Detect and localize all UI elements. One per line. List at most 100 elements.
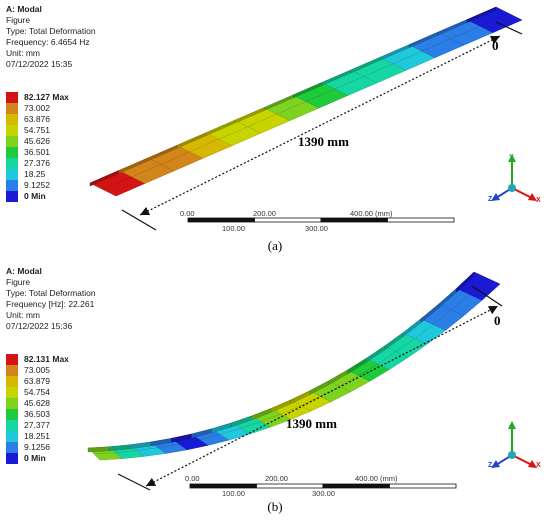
legend-swatch (6, 442, 18, 453)
info-line: Unit: mm (6, 48, 40, 58)
end-label: 0 (492, 38, 499, 53)
caption: (b) (267, 499, 283, 514)
legend-swatch (6, 114, 18, 125)
dimension-label: 1390 mm (298, 134, 349, 149)
legend-swatch (6, 453, 18, 464)
axis-z-label: Z (488, 462, 493, 469)
axis-x-label: X (536, 462, 541, 469)
info-line: Figure (6, 15, 31, 25)
extension-line (495, 21, 523, 35)
scale-bar-segment (389, 483, 457, 489)
legend-item: 63.879 (6, 376, 96, 387)
legend-item: 36.503 (6, 409, 96, 420)
axis-z-arrowhead (491, 193, 500, 201)
info-line: 07/12/2022 15:35 (6, 59, 73, 69)
axis-y-arrowhead (508, 421, 516, 429)
legend-swatch (6, 158, 18, 169)
panel-b: A: Modal Figure Type: Total Deformation … (0, 262, 550, 521)
end-label: 0 (494, 313, 501, 328)
legend-swatch (6, 398, 18, 409)
legend-item: 82.131 Max (6, 354, 96, 365)
legend-swatch (6, 103, 18, 114)
axis-y-arrowhead (508, 154, 516, 162)
legend-swatch (6, 92, 18, 103)
scale-label: 0.00 (180, 209, 195, 218)
legend-item: 36.501 (6, 147, 96, 158)
axis-origin (508, 451, 516, 459)
axis-x-arrowhead (528, 193, 537, 201)
legend-item: 18.25 (6, 169, 96, 180)
legend-item: 27.377 (6, 420, 96, 431)
legend-item: 9.1256 (6, 442, 96, 453)
color-legend-b: 82.131 Max 73.005 63.879 54.754 45.628 3… (6, 354, 96, 466)
beam-side-face (456, 271, 475, 293)
scale-bar-segment (254, 217, 322, 223)
dimension-arrowhead (140, 206, 151, 216)
caption: (a) (267, 238, 283, 253)
scale-label: 200.00 (253, 209, 276, 218)
legend-item: 73.002 (6, 103, 96, 114)
beam-element (468, 277, 501, 301)
extension-line (121, 209, 157, 231)
info-block-a: A: Modal Figure Type: Total Deformation … (6, 4, 96, 70)
legend-swatch (6, 354, 18, 365)
legend-swatch (6, 431, 18, 442)
axis-y-label: Y (509, 425, 514, 432)
legend-item: 0 Min (6, 453, 96, 464)
legend-swatch (6, 365, 18, 376)
color-legend-a: 82.127 Max 73.002 63.876 54.751 45.626 3… (6, 92, 96, 204)
legend-swatch (6, 180, 18, 191)
legend-item: 45.626 (6, 136, 96, 147)
info-line: Type: Total Deformation (6, 26, 96, 36)
axis-y-label: Y (509, 154, 514, 161)
legend-item: 27.376 (6, 158, 96, 169)
legend-item: 73.005 (6, 365, 96, 376)
legend-swatch (6, 125, 18, 136)
axis-x-arrowhead (528, 460, 537, 468)
dimension-arrowhead (146, 477, 157, 486)
legend-item: 9.1252 (6, 180, 96, 191)
info-line: Frequency [Hz]: 22.261 (6, 299, 95, 309)
analysis-title: A: Modal (6, 4, 42, 14)
legend-item: 54.754 (6, 387, 96, 398)
legend-swatch (6, 147, 18, 158)
scale-label: 300.00 (312, 489, 335, 498)
info-line: Frequency: 6.4654 Hz (6, 37, 90, 47)
scale-label: 400.00 (mm) (355, 474, 398, 483)
analysis-title: A: Modal (6, 266, 42, 276)
scale-label: 400.00 (mm) (350, 209, 393, 218)
beam-element (479, 13, 523, 33)
dimension-arrowhead (489, 35, 500, 45)
legend-swatch (6, 420, 18, 431)
legend-item: 54.751 (6, 125, 96, 136)
legend-item: 63.876 (6, 114, 96, 125)
beam-render-a (89, 6, 537, 231)
dimension-label: 1390 mm (286, 416, 337, 431)
scale-bar-segment (187, 217, 255, 223)
info-line: Type: Total Deformation (6, 288, 96, 298)
scale-bar-segment (320, 217, 388, 223)
scale-bar-segment (189, 483, 257, 489)
legend-item: 45.628 (6, 398, 96, 409)
panel-a: A: Modal Figure Type: Total Deformation … (6, 4, 541, 253)
axis-z-label: Z (488, 196, 493, 203)
legend-swatch (6, 191, 18, 202)
scale-label: 0.00 (185, 474, 200, 483)
legend-swatch (6, 376, 18, 387)
axis-x-label: X (536, 197, 541, 204)
scale-bar-segment (387, 217, 455, 223)
dimension-line (145, 305, 499, 487)
axis-origin (508, 184, 516, 192)
axis-z-arrowhead (491, 460, 500, 468)
beam-render-b (87, 271, 537, 491)
scale-label: 200.00 (265, 474, 288, 483)
scale-label: 100.00 (222, 224, 245, 233)
extension-line (471, 285, 503, 307)
beam-side-face (466, 6, 497, 23)
legend-swatch (6, 387, 18, 398)
dimension-arrowhead (487, 306, 498, 315)
scale-label: 100.00 (222, 489, 245, 498)
scale-label: 300.00 (305, 224, 328, 233)
legend-item: 0 Min (6, 191, 96, 202)
info-line: 07/12/2022 15:36 (6, 321, 73, 331)
